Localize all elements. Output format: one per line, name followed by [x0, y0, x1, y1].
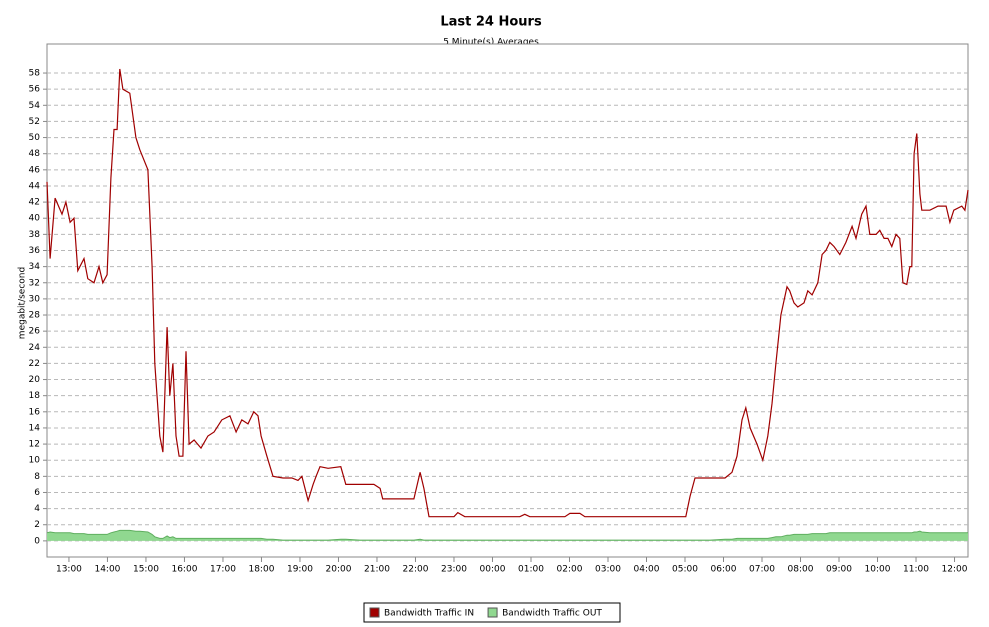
x-tick-label: 06:00: [711, 565, 737, 575]
y-tick-label: 36: [29, 246, 41, 256]
x-tick-label: 16:00: [171, 565, 197, 575]
x-tick-label: 19:00: [287, 565, 313, 575]
x-tick-label: 11:00: [903, 565, 929, 575]
x-tick-label: 00:00: [480, 565, 506, 575]
y-tick-label: 18: [29, 391, 41, 401]
legend-label: Bandwidth Traffic OUT: [502, 609, 602, 619]
y-tick-label: 30: [29, 294, 41, 304]
chart-title: Last 24 Hours: [440, 15, 542, 30]
y-tick-label: 52: [29, 117, 40, 127]
x-tick-label: 23:00: [441, 565, 467, 575]
legend-label: Bandwidth Traffic IN: [384, 609, 474, 619]
y-tick-label: 40: [29, 214, 41, 224]
x-tick-label: 05:00: [672, 565, 698, 575]
y-tick-label: 44: [29, 181, 41, 191]
x-tick-label: 09:00: [826, 565, 852, 575]
x-tick-label: 07:00: [749, 565, 775, 575]
y-tick-label: 22: [29, 359, 40, 369]
x-tick-label: 18:00: [248, 565, 274, 575]
x-tick-label: 04:00: [634, 565, 660, 575]
y-tick-label: 24: [29, 343, 41, 353]
series-area-edge: [46, 529, 968, 541]
y-tick-label: 56: [29, 85, 41, 95]
x-tick-label: 08:00: [788, 565, 814, 575]
y-tick-label: 50: [29, 133, 41, 143]
x-tick-label: 22:00: [403, 565, 429, 575]
x-tick-label: 03:00: [595, 565, 621, 575]
y-tick-label: 42: [29, 198, 40, 208]
x-tick-label: 21:00: [364, 565, 390, 575]
x-tick-label: 12:00: [942, 565, 968, 575]
x-tick-label: 20:00: [326, 565, 352, 575]
plot-area: [46, 43, 969, 558]
y-tick-label: 58: [29, 69, 41, 79]
y-tick-label: 26: [29, 327, 41, 337]
y-tick-label: 34: [29, 262, 41, 272]
y-tick-label: 2: [34, 520, 40, 530]
y-tick-label: 14: [29, 423, 41, 433]
chart-subtitle: 5 Minute(s) Averages: [443, 38, 539, 48]
x-tick-label: 14:00: [94, 565, 120, 575]
y-tick-label: 4: [34, 504, 40, 514]
x-tick-label: 02:00: [557, 565, 583, 575]
y-tick-label: 32: [29, 278, 40, 288]
y-tick-label: 16: [29, 407, 41, 417]
y-tick-label: 20: [29, 375, 41, 385]
x-tick-label: 10:00: [865, 565, 891, 575]
y-tick-label: 38: [29, 230, 41, 240]
y-tick-label: 48: [29, 149, 41, 159]
x-tick-label: 15:00: [133, 565, 159, 575]
x-tick-label: 01:00: [518, 565, 544, 575]
series-line: [46, 68, 969, 518]
y-tick-label: 54: [29, 101, 41, 111]
y-tick-label: 12: [29, 440, 40, 450]
y-tick-label: 10: [29, 456, 41, 466]
y-tick-label: 0: [34, 536, 40, 546]
x-tick-label: 17:00: [210, 565, 236, 575]
legend-swatch: [369, 607, 380, 618]
y-tick-label: 28: [29, 311, 41, 321]
y-axis-label: megabit/second: [18, 267, 28, 339]
y-tick-label: 46: [29, 165, 41, 175]
y-tick-label: 6: [34, 488, 40, 498]
legend-swatch: [487, 607, 498, 618]
x-tick-label: 13:00: [56, 565, 82, 575]
y-tick-label: 8: [34, 472, 40, 482]
